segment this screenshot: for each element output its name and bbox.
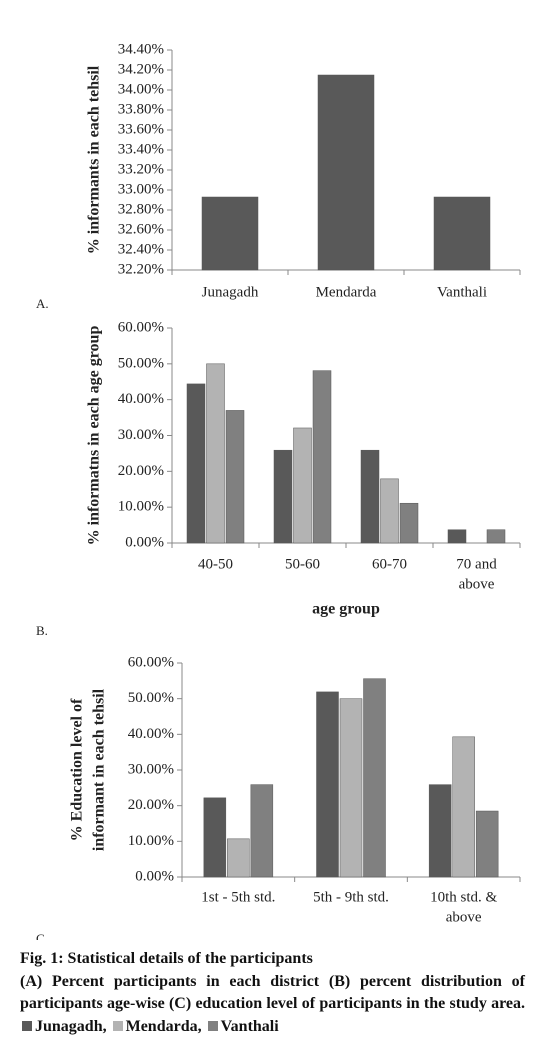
legend-swatch <box>207 1020 218 1031</box>
x-tick-label: 40-50 <box>198 556 233 572</box>
y-tick-label: 33.20% <box>118 161 164 177</box>
y-axis-label: % Education level of <box>69 698 86 841</box>
y-tick-label: 20.00% <box>118 463 164 479</box>
legend-swatch <box>112 1020 123 1031</box>
y-axis-label: % informatns in each age group <box>86 326 103 546</box>
bar <box>433 196 491 271</box>
bar <box>363 678 386 878</box>
y-tick-label: 10.00% <box>128 833 174 849</box>
y-tick-label: 34.40% <box>118 41 164 57</box>
bar <box>475 810 499 878</box>
x-tick-label: above <box>459 576 495 592</box>
bar <box>225 410 245 544</box>
x-tick-label: Mendarda <box>316 284 377 300</box>
y-tick-label: 30.00% <box>118 427 164 443</box>
y-tick-label: 20.00% <box>128 797 174 813</box>
y-tick-label: 34.20% <box>118 61 164 77</box>
caption-text: (A) Percent participants in each distric… <box>20 972 525 1013</box>
x-axis-label: age group <box>312 601 380 618</box>
bar <box>273 449 293 544</box>
bar <box>312 370 332 544</box>
figure: 32.20% 32.40% 32.60% 32.80% 33.00% 33.20% 33.4… <box>36 41 521 940</box>
x-tick-label: 50-60 <box>285 556 320 572</box>
y-tick-label: 33.60% <box>118 121 164 137</box>
bar <box>227 838 250 878</box>
y-tick-label: 50.00% <box>128 690 174 706</box>
x-tick-label: above <box>446 909 482 925</box>
y-tick-label: 32.80% <box>118 201 164 217</box>
bar <box>380 478 399 544</box>
x-tick-label: 70 and <box>456 556 497 572</box>
y-tick-label: 30.00% <box>128 761 174 777</box>
legend-swatch <box>22 1020 32 1031</box>
legend-label: Junagadh <box>35 1017 103 1035</box>
y-tick-label: 40.00% <box>128 726 174 742</box>
x-tick-label: 60-70 <box>372 556 407 572</box>
y-tick-label: 0.00% <box>125 534 164 550</box>
panel-label: C. <box>36 931 48 940</box>
bar <box>316 691 339 878</box>
caption: Fig. 1: Statistical details of the parti… <box>20 950 525 1035</box>
bar <box>428 784 452 878</box>
x-tick-label: Vanthali <box>437 284 487 300</box>
y-axis-label: informant in each tehsil <box>91 688 108 851</box>
bar <box>447 529 467 544</box>
caption-title: Fig. 1: Statistical details of the parti… <box>20 950 313 967</box>
y-tick-label: 33.00% <box>118 181 164 197</box>
legend-label: Vanthali <box>220 1017 279 1035</box>
y-tick-label: 10.00% <box>118 499 164 515</box>
y-tick-label: 60.00% <box>128 654 174 670</box>
bar <box>293 427 312 544</box>
x-tick-label: 5th - 9th std. <box>313 889 389 905</box>
bar <box>452 736 475 878</box>
bar <box>360 449 380 544</box>
y-tick-label: 60.00% <box>118 319 164 335</box>
bar <box>186 383 206 544</box>
bar <box>201 196 259 271</box>
y-tick-label: 34.00% <box>118 81 164 97</box>
y-tick-label: 40.00% <box>118 391 164 407</box>
y-tick-label: 32.40% <box>118 241 164 257</box>
x-tick-label: Junagadh <box>202 284 259 300</box>
bar <box>250 784 274 878</box>
y-tick-label: 32.20% <box>118 261 164 277</box>
y-tick-label: 32.60% <box>118 221 164 237</box>
y-axis-label: % informants in each tehsil <box>86 65 103 254</box>
bar <box>317 74 375 271</box>
bar <box>399 502 419 544</box>
bar <box>486 529 506 544</box>
x-tick-label: 1st - 5th std. <box>201 889 275 905</box>
legend-label: Mendarda <box>125 1017 198 1035</box>
y-tick-label: 50.00% <box>118 355 164 371</box>
bar <box>203 797 227 878</box>
x-tick-label: 10th std. & <box>430 889 497 905</box>
y-tick-label: 33.80% <box>118 101 164 117</box>
bar <box>339 698 363 878</box>
panel-label: B. <box>36 623 48 638</box>
y-tick-label: 33.40% <box>118 141 164 157</box>
y-tick-label: 0.00% <box>135 868 174 884</box>
panel-label: A. <box>36 296 49 311</box>
bar <box>206 363 225 544</box>
